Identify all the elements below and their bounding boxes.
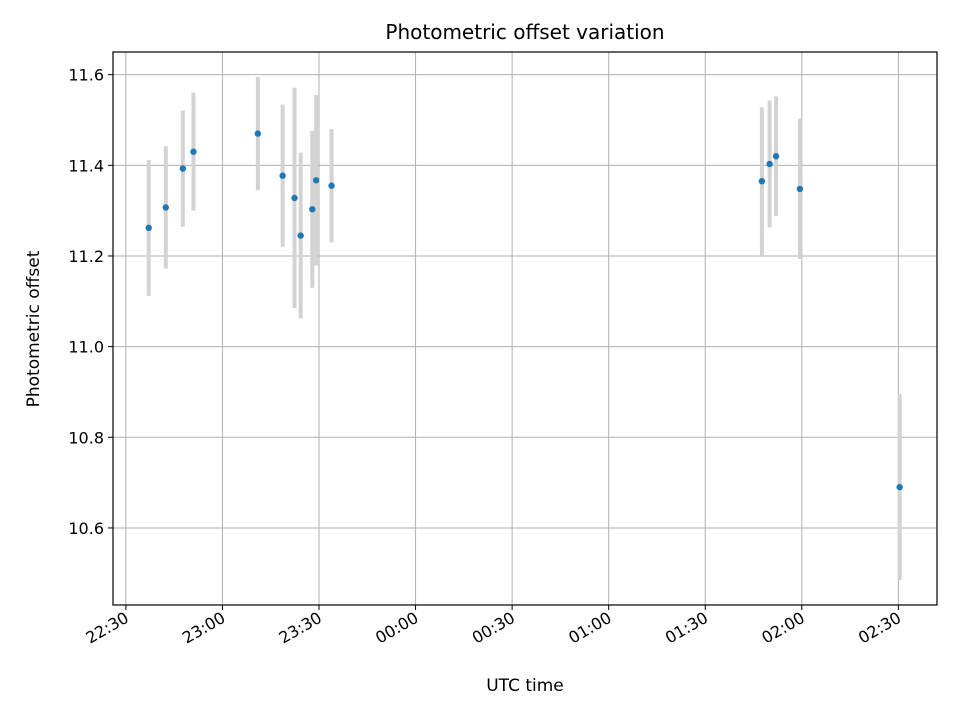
data-point bbox=[179, 165, 187, 172]
data-point bbox=[766, 160, 773, 168]
data-point bbox=[145, 224, 152, 232]
data-point bbox=[297, 232, 304, 239]
data-point bbox=[291, 194, 298, 202]
x-axis-label: UTC time bbox=[486, 676, 564, 696]
data-point bbox=[279, 172, 286, 179]
data-point bbox=[162, 204, 169, 211]
data-point bbox=[309, 206, 316, 213]
chart-title: Photometric offset variation bbox=[385, 20, 664, 44]
data-point bbox=[758, 177, 766, 185]
y-tick-label: 11.4 bbox=[68, 156, 104, 175]
data-point bbox=[896, 483, 903, 491]
data-point bbox=[312, 177, 320, 184]
data-point bbox=[190, 148, 197, 155]
data-points bbox=[145, 130, 903, 491]
y-axis: 10.6 10.8 11.0 11.2 11.4 11.6 bbox=[68, 66, 113, 538]
y-tick-label: 11.6 bbox=[68, 66, 104, 85]
plot-area bbox=[112, 51, 938, 606]
y-tick-label: 10.8 bbox=[68, 428, 104, 447]
y-tick-label: 11.2 bbox=[68, 247, 104, 266]
y-axis-label: Photometric offset bbox=[24, 250, 44, 407]
y-tick-label: 10.6 bbox=[68, 519, 104, 538]
data-point bbox=[772, 153, 780, 160]
data-point bbox=[328, 182, 335, 189]
data-point bbox=[796, 185, 804, 193]
y-tick-label: 11.0 bbox=[68, 338, 104, 357]
data-point bbox=[254, 130, 262, 137]
